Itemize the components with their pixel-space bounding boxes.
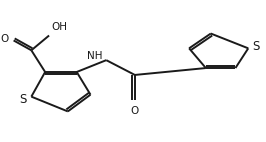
Text: S: S: [19, 93, 26, 106]
Text: NH: NH: [87, 51, 102, 61]
Text: O: O: [131, 106, 139, 115]
Text: O: O: [1, 35, 9, 44]
Text: OH: OH: [51, 22, 67, 32]
Text: S: S: [252, 40, 260, 53]
